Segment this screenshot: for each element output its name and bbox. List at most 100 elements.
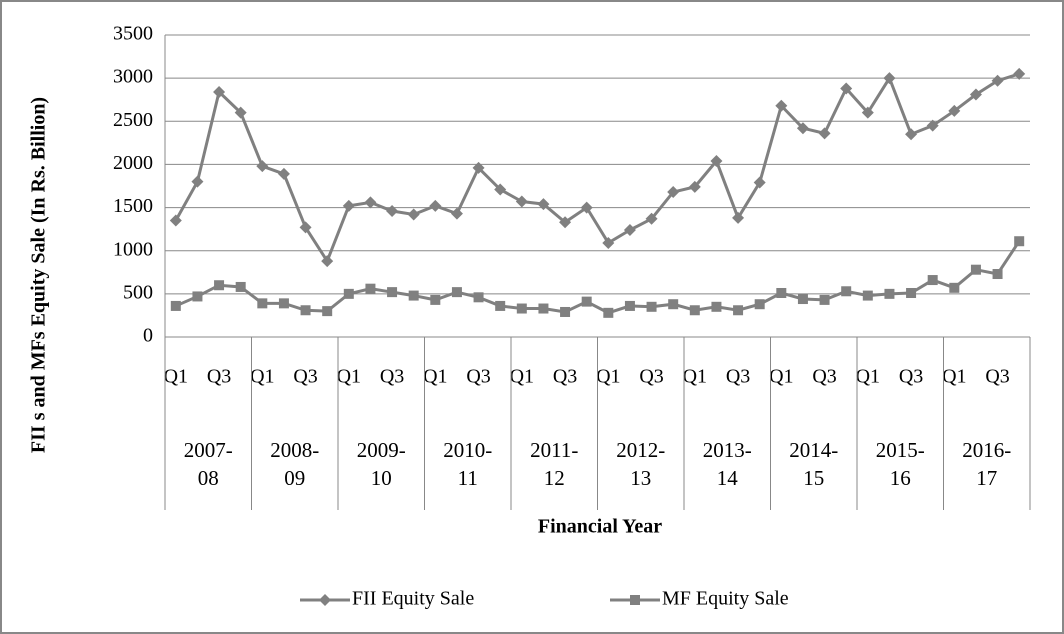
marker bbox=[278, 298, 289, 309]
marker bbox=[235, 281, 246, 292]
marker bbox=[602, 236, 615, 249]
x-tick-label: Q3 bbox=[985, 366, 1009, 388]
marker bbox=[754, 299, 765, 310]
marker bbox=[407, 208, 420, 221]
marker bbox=[927, 275, 938, 286]
marker bbox=[884, 288, 895, 299]
marker bbox=[387, 287, 398, 298]
y-tick-label: 3000 bbox=[113, 66, 153, 88]
marker bbox=[861, 106, 874, 119]
marker bbox=[451, 287, 462, 298]
marker bbox=[257, 298, 268, 309]
group-label: 2014-15 bbox=[789, 438, 839, 490]
marker bbox=[515, 195, 528, 208]
group-label: 2015-16 bbox=[875, 438, 925, 490]
marker bbox=[819, 294, 830, 305]
y-tick-label: 3500 bbox=[113, 23, 153, 45]
marker bbox=[883, 72, 896, 85]
x-tick-label: Q3 bbox=[293, 366, 317, 388]
marker bbox=[473, 292, 484, 303]
marker bbox=[191, 175, 204, 188]
group-label: 2012-13 bbox=[616, 438, 666, 490]
y-tick-label: 1000 bbox=[113, 238, 153, 260]
marker bbox=[905, 128, 918, 141]
y-tick-label: 1500 bbox=[113, 195, 153, 217]
marker bbox=[775, 99, 788, 112]
x-axis-title: Financial Year bbox=[538, 516, 662, 538]
marker bbox=[668, 299, 679, 310]
marker bbox=[322, 306, 333, 317]
marker bbox=[256, 160, 269, 173]
marker bbox=[472, 161, 485, 174]
group-label: 2011-12 bbox=[530, 438, 579, 490]
marker bbox=[169, 214, 182, 227]
marker bbox=[321, 255, 334, 268]
marker bbox=[494, 183, 507, 196]
x-tick-label: Q3 bbox=[899, 366, 923, 388]
marker bbox=[516, 303, 527, 314]
marker bbox=[580, 201, 593, 214]
x-tick-label: Q1 bbox=[164, 366, 188, 388]
group-label: 2007-08 bbox=[183, 438, 233, 490]
x-tick-label: Q1 bbox=[423, 366, 447, 388]
marker bbox=[537, 198, 550, 211]
marker bbox=[429, 199, 442, 212]
marker bbox=[841, 286, 852, 297]
marker bbox=[300, 305, 311, 316]
marker bbox=[948, 104, 961, 117]
marker bbox=[776, 287, 787, 298]
marker bbox=[342, 199, 355, 212]
marker bbox=[949, 282, 960, 293]
marker bbox=[559, 216, 572, 229]
group-label: 2009-10 bbox=[356, 438, 406, 490]
marker bbox=[688, 180, 701, 193]
marker bbox=[623, 224, 636, 237]
marker bbox=[430, 294, 441, 305]
x-tick-label: Q1 bbox=[856, 366, 880, 388]
legend-label: MF Equity Sale bbox=[662, 588, 789, 610]
marker bbox=[796, 122, 809, 135]
marker bbox=[192, 291, 203, 302]
group-label: 2016-17 bbox=[962, 438, 1012, 490]
marker bbox=[277, 167, 290, 180]
x-tick-label: Q3 bbox=[812, 366, 836, 388]
marker bbox=[711, 301, 722, 312]
marker bbox=[495, 300, 506, 311]
y-tick-label: 2000 bbox=[113, 152, 153, 174]
marker bbox=[818, 127, 831, 140]
marker bbox=[1014, 236, 1025, 247]
marker bbox=[450, 207, 463, 220]
marker bbox=[646, 301, 657, 312]
marker bbox=[214, 280, 225, 291]
group-label: 2008-09 bbox=[270, 438, 320, 490]
x-tick-label: Q1 bbox=[942, 366, 966, 388]
legend-label: FII Equity Sale bbox=[352, 588, 474, 610]
marker bbox=[299, 221, 312, 234]
x-tick-label: Q3 bbox=[466, 366, 490, 388]
x-tick-label: Q1 bbox=[337, 366, 361, 388]
marker bbox=[840, 82, 853, 95]
marker bbox=[753, 176, 766, 189]
y-tick-label: 500 bbox=[123, 281, 153, 303]
marker bbox=[319, 594, 331, 606]
marker bbox=[797, 294, 808, 305]
x-tick-label: Q1 bbox=[683, 366, 707, 388]
group-label: 2010-11 bbox=[443, 438, 493, 490]
marker bbox=[991, 74, 1004, 87]
marker bbox=[364, 196, 377, 209]
marker bbox=[969, 88, 982, 101]
marker bbox=[1013, 67, 1026, 80]
marker bbox=[733, 305, 744, 316]
marker bbox=[365, 283, 376, 294]
marker bbox=[992, 269, 1003, 280]
x-tick-label: Q3 bbox=[726, 366, 750, 388]
marker bbox=[408, 290, 419, 301]
marker bbox=[560, 306, 571, 317]
marker bbox=[603, 307, 614, 318]
marker bbox=[710, 154, 723, 167]
x-tick-label: Q3 bbox=[207, 366, 231, 388]
marker bbox=[343, 288, 354, 299]
